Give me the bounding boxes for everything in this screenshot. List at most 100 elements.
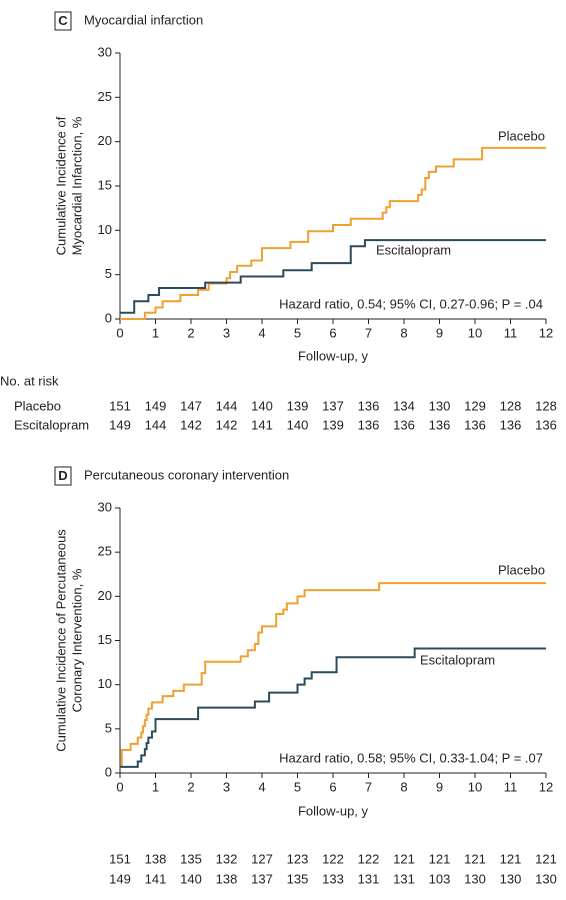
series-line (120, 146, 546, 320)
at-risk-value: 131 (393, 871, 415, 886)
at-risk-value: 144 (216, 398, 238, 413)
x-tick-label: 0 (116, 325, 123, 340)
series-line (120, 239, 546, 314)
x-tick-label: 2 (187, 779, 194, 794)
y-tick-label: 30 (98, 499, 112, 514)
series-label: Placebo (498, 562, 545, 577)
x-axis-label: Follow-up, y (298, 348, 369, 363)
panel-box (54, 466, 72, 486)
at-risk-value: 121 (464, 851, 486, 866)
y-axis-label: Coronary Intervention, % (69, 568, 84, 712)
at-risk-value: 140 (287, 417, 309, 432)
chart-title: Percutaneous coronary intervention (84, 467, 289, 482)
at-risk-value: 130 (429, 398, 451, 413)
panel-letter: D (58, 468, 67, 483)
panel-box (54, 11, 72, 31)
x-tick-label: 7 (365, 325, 372, 340)
y-tick-label: 25 (98, 544, 112, 559)
y-tick-label: 10 (98, 222, 112, 237)
x-tick-label: 1 (152, 325, 159, 340)
at-risk-value: 136 (500, 417, 522, 432)
at-risk-value: 121 (535, 851, 557, 866)
chart-title: Myocardial infarction (84, 12, 203, 27)
x-tick-label: 12 (539, 779, 553, 794)
panel-letter: C (58, 13, 68, 28)
at-risk-value: 138 (216, 871, 238, 886)
y-tick-label: 25 (98, 89, 112, 104)
at-risk-title: No. at risk (0, 373, 59, 388)
series-line (120, 582, 546, 768)
at-risk-value: 121 (429, 851, 451, 866)
at-risk-value: 136 (358, 417, 380, 432)
y-tick-label: 15 (98, 632, 112, 647)
at-risk-value: 133 (322, 871, 344, 886)
at-risk-value: 130 (500, 871, 522, 886)
x-tick-label: 6 (329, 779, 336, 794)
x-tick-label: 4 (258, 779, 265, 794)
at-risk-row-label: Escitalopram (14, 417, 89, 432)
at-risk-value: 121 (393, 851, 415, 866)
x-tick-label: 7 (365, 779, 372, 794)
x-tick-label: 4 (258, 325, 265, 340)
y-tick-label: 0 (105, 764, 112, 779)
x-tick-label: 8 (400, 779, 407, 794)
at-risk-value: 137 (322, 398, 344, 413)
at-risk-value: 151 (109, 851, 131, 866)
x-tick-label: 10 (468, 325, 482, 340)
y-tick-label: 15 (98, 177, 112, 192)
at-risk-value: 139 (322, 417, 344, 432)
y-tick-label: 10 (98, 676, 112, 691)
y-tick-label: 5 (105, 266, 112, 281)
at-risk-value: 141 (145, 871, 167, 886)
y-tick-label: 0 (105, 310, 112, 325)
at-risk-value: 149 (145, 398, 167, 413)
at-risk-value: 138 (145, 851, 167, 866)
at-risk-value: 128 (500, 398, 522, 413)
at-risk-value: 129 (464, 398, 486, 413)
at-risk-value: 140 (180, 871, 202, 886)
y-tick-label: 30 (98, 44, 112, 59)
at-risk-value: 137 (251, 871, 273, 886)
at-risk-value: 142 (180, 417, 202, 432)
at-risk-value: 149 (109, 417, 131, 432)
at-risk-value: 136 (429, 417, 451, 432)
at-risk-value: 142 (216, 417, 238, 432)
x-tick-label: 9 (436, 779, 443, 794)
at-risk-value: 130 (464, 871, 486, 886)
at-risk-value: 103 (429, 871, 451, 886)
x-tick-label: 3 (223, 325, 230, 340)
x-tick-label: 5 (294, 779, 301, 794)
y-tick-label: 20 (98, 133, 112, 148)
series-label: Escitalopram (420, 652, 495, 667)
at-risk-value: 136 (358, 398, 380, 413)
y-axis-label: Cumulative Incidence of Percutaneous (53, 529, 68, 752)
x-tick-label: 3 (223, 779, 230, 794)
x-tick-label: 8 (400, 325, 407, 340)
at-risk-value: 134 (393, 398, 415, 413)
at-risk-value: 136 (535, 417, 557, 432)
at-risk-value: 132 (216, 851, 238, 866)
x-axis-label: Follow-up, y (298, 803, 369, 818)
at-risk-value: 130 (535, 871, 557, 886)
y-tick-label: 5 (105, 720, 112, 735)
at-risk-value: 131 (358, 871, 380, 886)
x-tick-label: 0 (116, 779, 123, 794)
annotation: Hazard ratio, 0.58; 95% CI, 0.33-1.04; P… (279, 750, 543, 765)
at-risk-value: 135 (287, 871, 309, 886)
y-tick-label: 20 (98, 588, 112, 603)
at-risk-value: 141 (251, 417, 273, 432)
x-tick-label: 2 (187, 325, 194, 340)
series-line (120, 647, 546, 768)
x-tick-label: 6 (329, 325, 336, 340)
x-tick-label: 11 (504, 325, 518, 340)
x-tick-label: 1 (152, 779, 159, 794)
x-tick-label: 10 (468, 779, 482, 794)
at-risk-value: 122 (322, 851, 344, 866)
at-risk-value: 135 (180, 851, 202, 866)
at-risk-value: 139 (287, 398, 309, 413)
y-axis-label: Cumulative Incidence of (53, 116, 68, 255)
y-axis-label: Myocardial Infarction, % (69, 116, 84, 255)
at-risk-value: 136 (393, 417, 415, 432)
series-label: Placebo (498, 128, 545, 143)
